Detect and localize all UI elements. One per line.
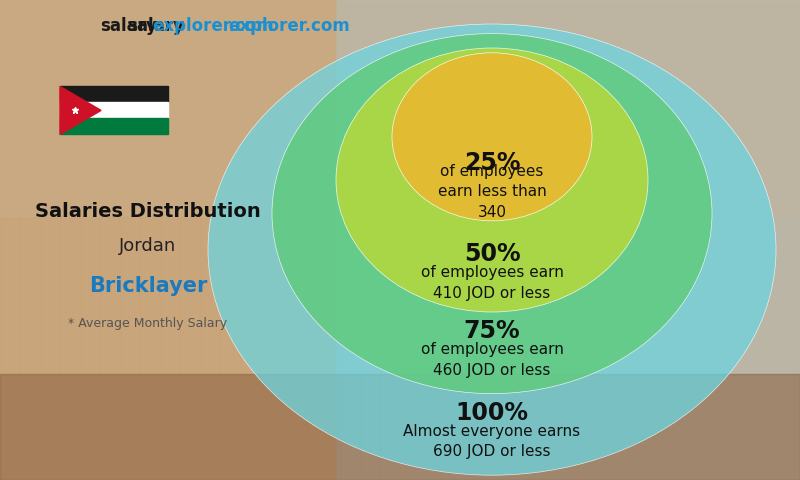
Bar: [200, 0, 220, 480]
Bar: [320, 0, 340, 480]
Bar: [300, 0, 320, 480]
Text: of employees earn
410 JOD or less: of employees earn 410 JOD or less: [421, 265, 563, 301]
Bar: [160, 0, 180, 480]
Text: Jordan: Jordan: [119, 237, 177, 255]
Bar: [280, 0, 300, 480]
Text: Almost everyone earns
690 JOD or less: Almost everyone earns 690 JOD or less: [403, 424, 581, 459]
Bar: [340, 0, 360, 480]
Bar: [100, 0, 120, 480]
Bar: [260, 0, 280, 480]
Polygon shape: [60, 86, 101, 134]
Bar: [0, 0, 336, 480]
Bar: [240, 0, 260, 480]
Text: 50%: 50%: [464, 242, 520, 266]
Bar: [0, 0, 20, 480]
Text: explorer.com: explorer.com: [228, 17, 350, 36]
Bar: [20, 0, 40, 480]
Ellipse shape: [336, 48, 648, 312]
Text: * Average Monthly Salary: * Average Monthly Salary: [69, 317, 227, 331]
Text: Salaries Distribution: Salaries Distribution: [35, 202, 261, 221]
Text: salary: salary: [100, 17, 157, 36]
Bar: [0, 374, 800, 480]
Bar: [220, 0, 240, 480]
Text: 75%: 75%: [464, 319, 520, 343]
Text: 25%: 25%: [464, 151, 520, 175]
Ellipse shape: [208, 24, 776, 475]
Bar: [60, 119, 168, 134]
Bar: [60, 86, 168, 102]
Bar: [360, 0, 380, 480]
Bar: [60, 0, 80, 480]
Bar: [140, 0, 160, 480]
Bar: [60, 102, 168, 119]
Ellipse shape: [392, 53, 592, 221]
Bar: [336, 0, 800, 480]
Ellipse shape: [272, 34, 712, 394]
Bar: [40, 0, 60, 480]
Bar: [80, 0, 100, 480]
Text: Bricklayer: Bricklayer: [89, 276, 207, 296]
Text: salary: salary: [127, 17, 185, 36]
Bar: [380, 0, 400, 480]
Text: of employees
earn less than
340: of employees earn less than 340: [438, 164, 546, 220]
Bar: [0, 0, 800, 216]
Text: of employees earn
460 JOD or less: of employees earn 460 JOD or less: [421, 342, 563, 378]
Text: explorer.com: explorer.com: [152, 17, 274, 36]
Bar: [180, 0, 200, 480]
Text: 100%: 100%: [455, 401, 529, 425]
Bar: [120, 0, 140, 480]
